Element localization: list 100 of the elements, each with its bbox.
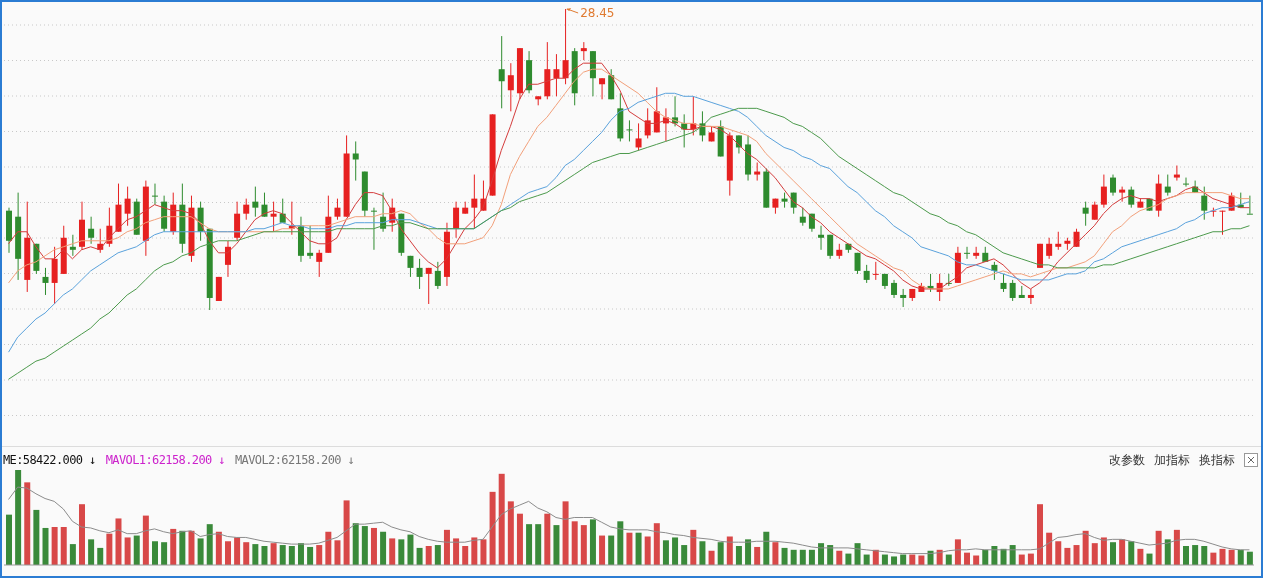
candlestick [352, 140, 359, 182]
bar [1237, 549, 1244, 565]
bar [24, 482, 31, 565]
bar [78, 504, 85, 565]
text: MAVOL2:62158.200 ↓ [235, 453, 355, 467]
candlestick [434, 261, 441, 290]
bar [307, 546, 314, 565]
bar [1100, 537, 1107, 565]
candlestick [1000, 273, 1007, 293]
bar [571, 521, 578, 565]
bar [982, 549, 989, 565]
candlestick [626, 119, 633, 142]
candlestick [498, 35, 505, 109]
candlestick [88, 216, 95, 245]
bar [799, 549, 806, 565]
bar [808, 549, 815, 565]
candlestick [1055, 231, 1062, 251]
bar [580, 525, 587, 565]
bar [325, 531, 332, 565]
text: MAVOL1:62158.200 ↓ [105, 453, 225, 467]
bar [33, 509, 40, 565]
bar [1091, 543, 1098, 565]
candlestick [1091, 201, 1098, 221]
bar [434, 545, 441, 565]
bar [891, 556, 898, 565]
bar [735, 546, 742, 565]
bar [1173, 529, 1180, 565]
candlestick [270, 201, 277, 233]
bar [662, 540, 669, 565]
bar [1009, 545, 1016, 565]
candlestick [735, 134, 742, 154]
bar [1192, 545, 1199, 565]
bar [1037, 504, 1044, 565]
candlestick [1100, 174, 1107, 209]
bar [699, 541, 706, 565]
candlestick [1119, 186, 1126, 203]
candlestick [1246, 195, 1253, 215]
bar [516, 513, 523, 565]
bar [215, 531, 222, 565]
bar [6, 514, 12, 565]
bar [370, 527, 377, 565]
candlestick [1173, 165, 1180, 182]
bar [790, 549, 797, 565]
bar [343, 500, 350, 565]
bar [498, 473, 505, 565]
bar [717, 542, 724, 565]
bar [1082, 530, 1089, 565]
bar [407, 534, 414, 565]
bar [954, 539, 961, 565]
bar [1201, 546, 1208, 565]
annotation: 28.45 [580, 6, 615, 20]
bar [389, 538, 396, 565]
bar [617, 521, 624, 565]
bar [626, 532, 633, 565]
bar [690, 529, 697, 565]
bar [124, 537, 131, 565]
candlestick [1027, 288, 1034, 305]
bar [425, 546, 432, 565]
bar [553, 525, 560, 565]
bar [1064, 547, 1071, 565]
bar [270, 543, 277, 565]
text: 加指标 [1154, 451, 1190, 469]
text: 换指标 [1199, 451, 1235, 469]
candlestick [891, 279, 898, 299]
bar [1246, 551, 1253, 565]
bar [1155, 530, 1162, 565]
candlestick [1082, 201, 1089, 227]
bar [644, 536, 651, 565]
candlestick [471, 174, 478, 230]
bar [1183, 546, 1190, 565]
bar [480, 539, 487, 565]
candlestick [863, 264, 870, 284]
candlestick [252, 186, 259, 218]
bar [1164, 539, 1171, 565]
bar [535, 524, 542, 565]
bar [462, 546, 469, 565]
candlestick [425, 267, 432, 305]
candlestick [453, 201, 460, 239]
candlestick [69, 234, 76, 257]
bar [151, 541, 158, 565]
bar [772, 542, 779, 565]
bar [1046, 532, 1053, 565]
bar [142, 515, 149, 565]
candlestick [1164, 174, 1171, 197]
candlestick [151, 183, 158, 206]
candlestick [754, 162, 761, 182]
bar [188, 530, 195, 565]
candlestick [370, 207, 377, 251]
candlestick [599, 77, 606, 100]
candlestick [1219, 210, 1226, 236]
bar [51, 527, 58, 565]
bar [681, 545, 688, 565]
bar [1219, 548, 1226, 565]
candlestick [316, 249, 323, 278]
bar [316, 545, 323, 565]
bar [380, 531, 387, 565]
bar [161, 542, 168, 565]
bar [1073, 545, 1080, 565]
bar [443, 529, 450, 565]
bar [653, 523, 660, 565]
